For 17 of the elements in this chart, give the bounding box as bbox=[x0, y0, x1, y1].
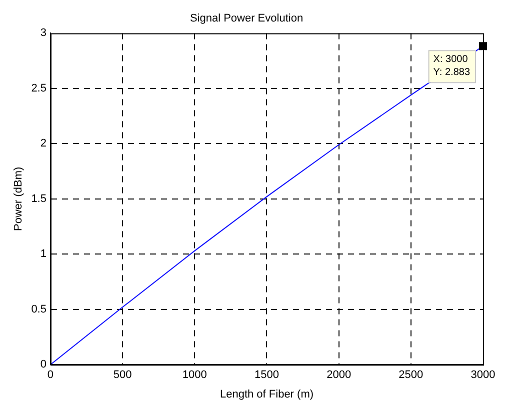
x-tick-label: 3000 bbox=[470, 369, 496, 382]
annotation: X: 3000 Y: 2.883 bbox=[433, 54, 470, 78]
x-axis-title: Length of Fiber (m) bbox=[220, 388, 314, 400]
y-tick-label: 0.5 bbox=[31, 303, 46, 316]
y-tick-label: 1.5 bbox=[31, 192, 46, 205]
chart-title: Signal Power Evolution bbox=[190, 12, 304, 25]
y-tick-label: 1 bbox=[40, 248, 46, 260]
y-tick-label: 2.5 bbox=[31, 82, 46, 94]
x-tick-label: 1500 bbox=[254, 369, 279, 382]
x-tick-label: 500 bbox=[113, 369, 132, 382]
x-tick-label: 1000 bbox=[182, 369, 207, 382]
x-tick-label: 2500 bbox=[398, 369, 424, 382]
y-tick-label: 0 bbox=[40, 358, 46, 371]
y-tick-label: 2 bbox=[40, 138, 46, 150]
x-tick-label: 2000 bbox=[326, 369, 352, 382]
y-tick-label: 3 bbox=[40, 27, 46, 40]
y-axis-title: Power (dBm) bbox=[12, 166, 25, 231]
